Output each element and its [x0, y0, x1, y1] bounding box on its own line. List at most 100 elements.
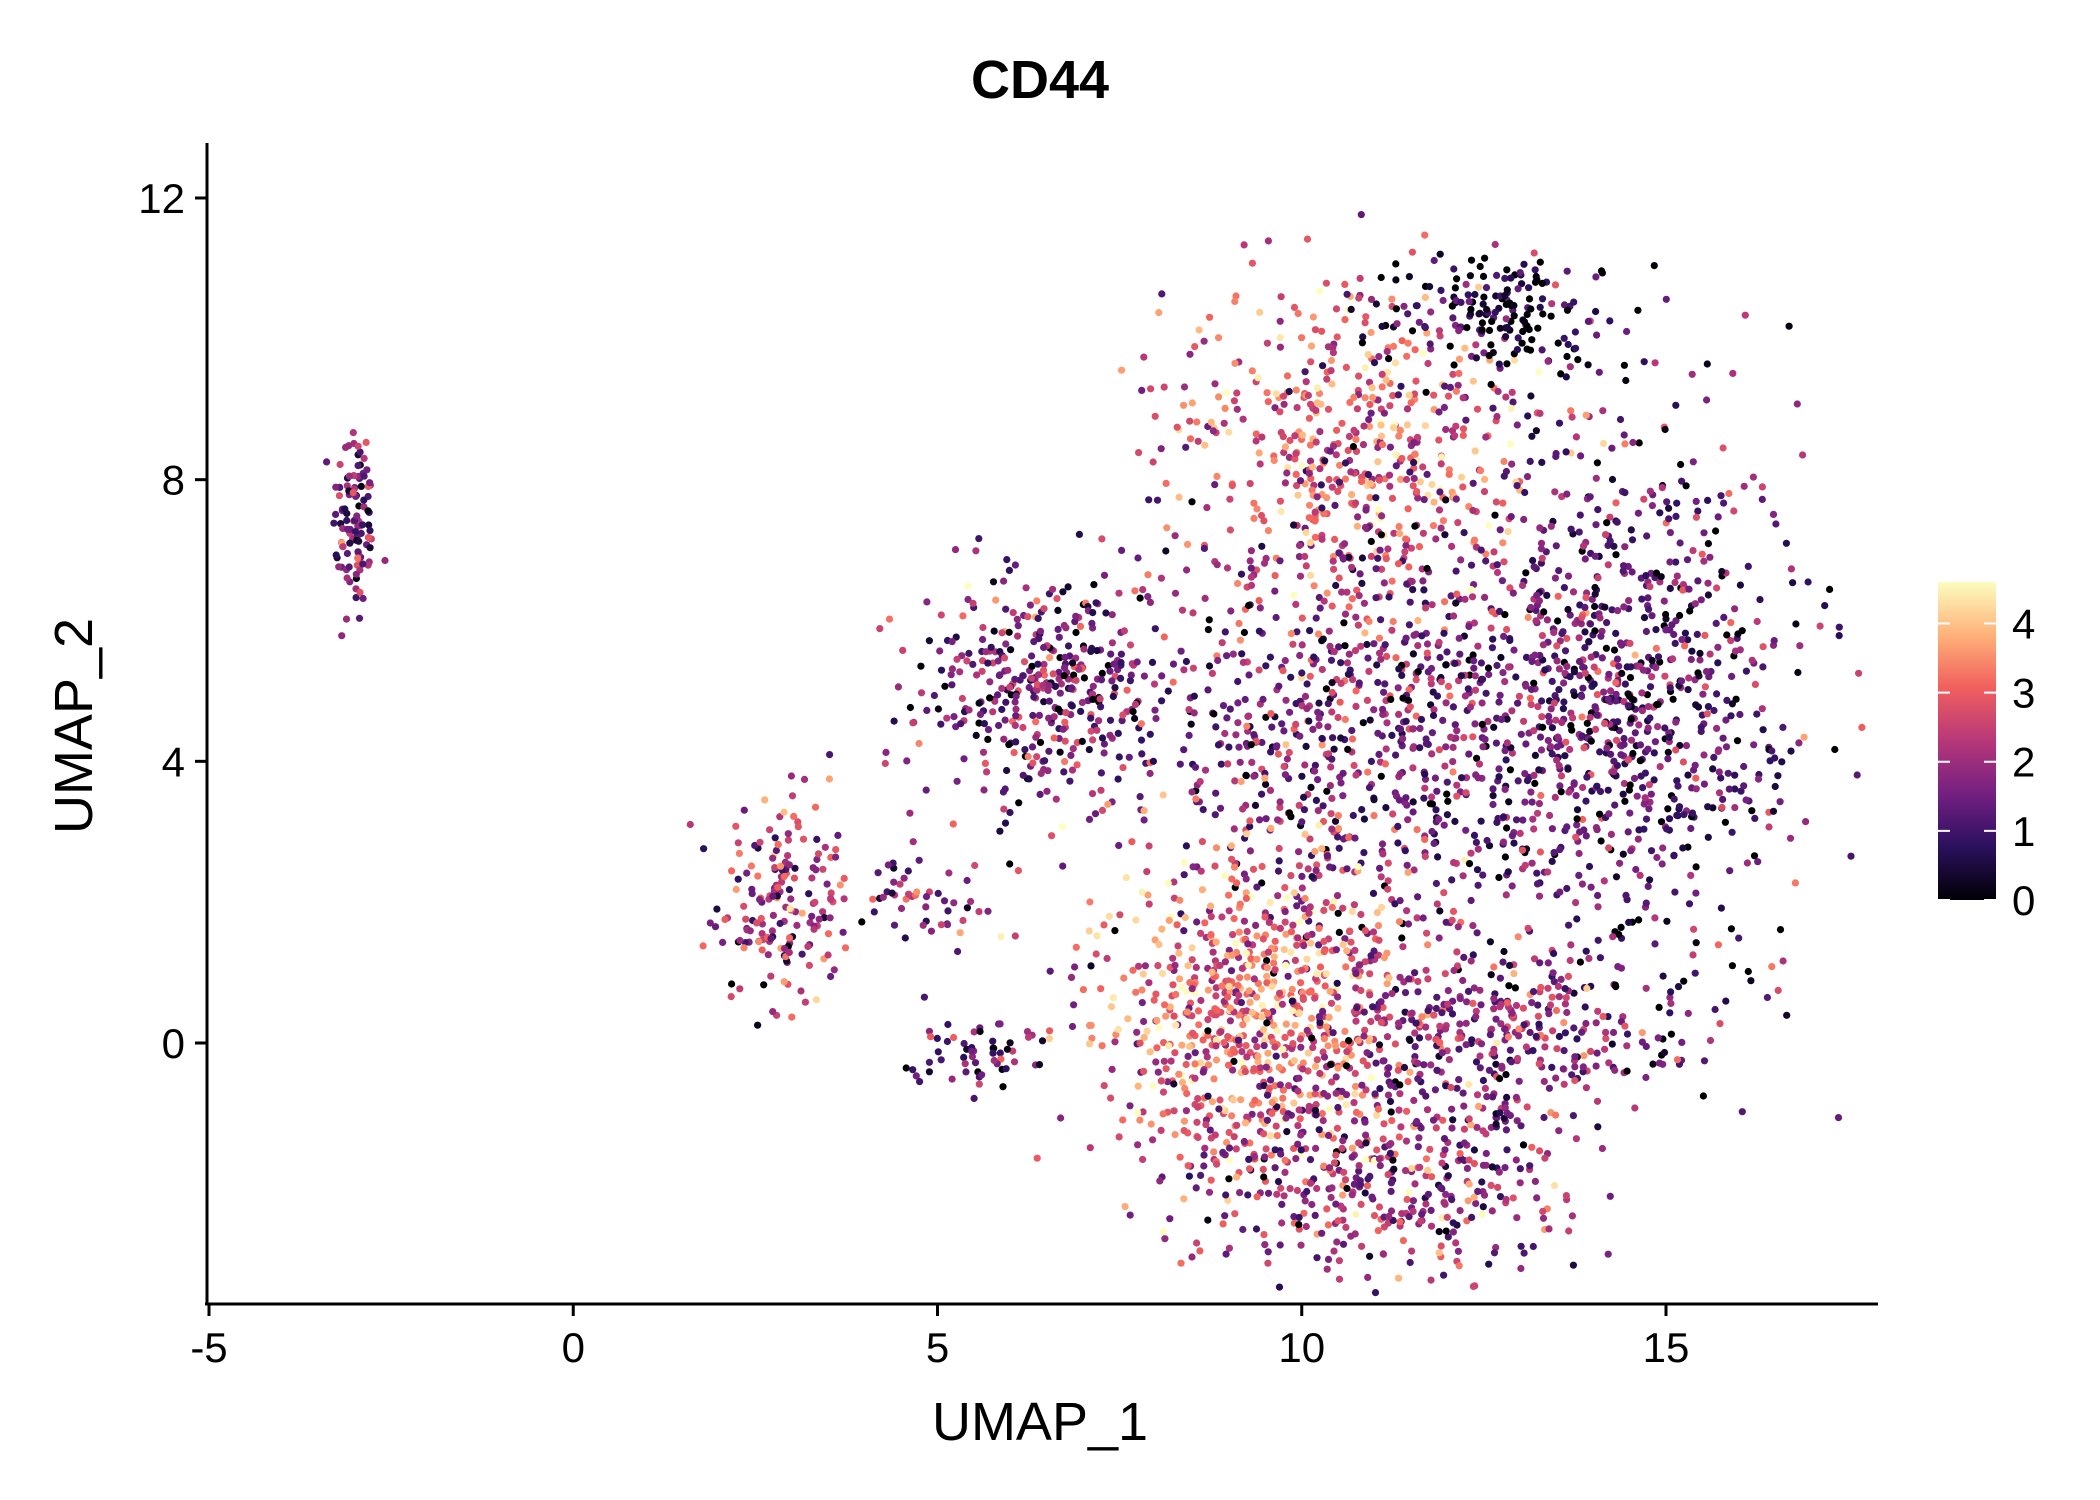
data-point: [1629, 438, 1637, 447]
data-point: [1110, 660, 1118, 668]
data-point: [1565, 788, 1573, 796]
data-point: [1319, 802, 1327, 810]
data-point: [1346, 927, 1354, 935]
data-point: [1583, 984, 1591, 993]
x-tick-label: -5: [190, 1324, 227, 1371]
data-point: [1256, 604, 1264, 612]
data-point: [916, 1078, 924, 1086]
data-point: [1282, 741, 1290, 749]
data-point: [1679, 581, 1687, 589]
data-point: [1415, 543, 1424, 551]
data-point: [1339, 769, 1347, 777]
data-point: [1666, 1009, 1674, 1017]
data-point: [1554, 733, 1562, 741]
data-point: [1384, 1171, 1392, 1179]
data-point: [1210, 1075, 1218, 1083]
data-point: [1115, 589, 1123, 597]
data-point: [1350, 761, 1358, 770]
data-point: [1300, 905, 1308, 913]
data-point: [1694, 507, 1702, 515]
data-point: [1411, 522, 1419, 530]
data-point: [1581, 1003, 1589, 1011]
data-point: [1342, 1062, 1351, 1070]
data-point: [1427, 308, 1435, 316]
data-point: [1422, 1155, 1431, 1163]
data-point: [1597, 632, 1605, 640]
data-point: [1403, 405, 1412, 413]
data-point: [1479, 272, 1488, 280]
data-point: [1194, 437, 1202, 445]
data-point: [1155, 309, 1163, 317]
data-point: [1602, 1028, 1610, 1036]
data-point: [740, 902, 748, 910]
data-point: [1418, 632, 1426, 640]
data-point: [1406, 703, 1414, 711]
data-point: [1528, 336, 1536, 344]
data-point: [1351, 1069, 1359, 1078]
data-point: [1535, 1060, 1543, 1068]
data-point: [1485, 352, 1493, 360]
data-point: [1650, 776, 1658, 784]
data-point: [1262, 1031, 1270, 1039]
data-point: [1550, 949, 1558, 958]
data-point: [1028, 743, 1037, 751]
data-point: [1019, 723, 1027, 732]
data-point: [927, 1033, 935, 1041]
data-point: [1792, 620, 1800, 628]
data-point: [1352, 1108, 1361, 1116]
data-point: [1343, 659, 1352, 667]
data-point: [1627, 736, 1636, 744]
data-point: [1161, 1235, 1169, 1243]
data-point: [1287, 948, 1295, 956]
data-point: [1367, 552, 1375, 561]
data-point: [1612, 551, 1620, 559]
data-point: [1383, 347, 1391, 356]
data-point: [1304, 1049, 1312, 1057]
data-point: [1049, 670, 1057, 678]
data-point: [890, 878, 898, 886]
data-point: [1122, 874, 1130, 882]
data-point: [925, 637, 934, 645]
data-point: [1335, 643, 1343, 651]
data-point: [996, 671, 1004, 679]
data-point: [1350, 1099, 1358, 1107]
data-point: [1499, 499, 1507, 507]
data-point: [1478, 326, 1486, 334]
data-point: [1366, 970, 1374, 978]
data-point: [1302, 1222, 1310, 1231]
data-point: [1335, 825, 1343, 833]
data-point: [1448, 876, 1456, 884]
data-point: [1494, 387, 1502, 396]
data-point: [956, 668, 964, 676]
data-point: [1688, 370, 1696, 378]
data-point: [1402, 717, 1410, 725]
data-point: [1104, 662, 1112, 670]
data-point: [1558, 629, 1566, 638]
data-point: [998, 629, 1006, 637]
data-point: [1464, 1197, 1472, 1205]
data-point: [1691, 969, 1699, 977]
data-point: [1080, 645, 1088, 653]
data-point: [1592, 474, 1600, 482]
data-point: [1322, 899, 1330, 907]
data-point: [1661, 672, 1669, 680]
data-point: [1719, 734, 1727, 742]
data-point: [1679, 758, 1687, 766]
data-point: [1524, 924, 1532, 932]
data-point: [1261, 1153, 1269, 1161]
data-point: [1421, 231, 1429, 239]
data-point: [1297, 1131, 1305, 1139]
data-point: [956, 929, 964, 937]
data-point: [1510, 839, 1518, 847]
data-point: [1489, 792, 1497, 800]
data-point: [1323, 494, 1331, 502]
data-point: [1313, 1056, 1321, 1064]
data-point: [1024, 752, 1032, 761]
data-point: [1431, 774, 1439, 782]
data-point: [1182, 443, 1190, 451]
data-point: [1403, 1107, 1411, 1115]
data-point: [1276, 343, 1284, 351]
data-point: [1530, 825, 1538, 833]
data-points: [323, 211, 1866, 1297]
data-point: [1507, 274, 1515, 282]
